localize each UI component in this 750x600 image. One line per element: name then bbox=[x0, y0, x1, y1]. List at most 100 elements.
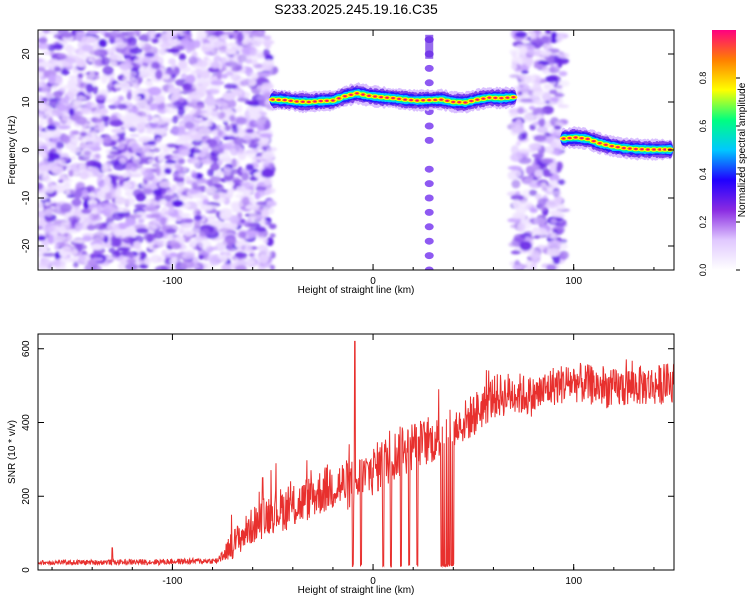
noise-blob bbox=[61, 176, 70, 182]
snr-ylabel: SNR (10 * v/v) bbox=[7, 420, 18, 484]
track-hot bbox=[313, 100, 317, 103]
signal-track-1 bbox=[268, 82, 518, 114]
noise-blob bbox=[256, 201, 268, 206]
track-hot bbox=[646, 148, 650, 151]
noise-blob bbox=[178, 32, 185, 37]
noise-blob bbox=[211, 107, 219, 117]
noise-blob bbox=[157, 104, 167, 114]
noise-blob bbox=[109, 120, 124, 127]
noise-blob bbox=[231, 89, 243, 96]
colorbar-tick-label: 0.6 bbox=[698, 120, 708, 133]
comb-dot bbox=[424, 252, 434, 260]
noise-blob bbox=[159, 199, 168, 205]
noise-blob bbox=[188, 238, 199, 245]
noise-blob bbox=[210, 80, 225, 86]
track-hot bbox=[295, 100, 299, 103]
noise-blob bbox=[258, 72, 272, 77]
noise-blob bbox=[109, 237, 120, 248]
noise-blob bbox=[60, 241, 66, 248]
noise-blob bbox=[258, 138, 266, 147]
noise-blob bbox=[38, 31, 43, 37]
noise-blob bbox=[72, 239, 86, 244]
noise-blob bbox=[245, 128, 255, 134]
noise-blob bbox=[550, 141, 558, 149]
noise-blob bbox=[165, 228, 177, 234]
noise-blob bbox=[108, 174, 121, 181]
spec-ytick-label: -20 bbox=[21, 238, 32, 253]
track-hot bbox=[574, 136, 578, 139]
noise-blob bbox=[194, 214, 203, 222]
noise-blob bbox=[125, 259, 137, 264]
noise-blob bbox=[118, 208, 131, 213]
noise-blob bbox=[83, 264, 92, 270]
noise-blob bbox=[125, 252, 135, 257]
noise-blob bbox=[182, 252, 196, 260]
noise-blob bbox=[86, 101, 92, 110]
noise-blob bbox=[553, 125, 562, 130]
track-hot bbox=[379, 96, 383, 99]
noise-blob bbox=[192, 104, 206, 110]
noise-blob bbox=[51, 165, 64, 175]
noise-blob bbox=[161, 73, 171, 80]
colorbar-tick-label: 0.2 bbox=[698, 216, 708, 229]
track-hot bbox=[451, 101, 455, 103]
noise-blob bbox=[530, 31, 536, 40]
noise-blob bbox=[210, 175, 222, 183]
noise-blob bbox=[556, 203, 566, 210]
noise-blob bbox=[143, 127, 158, 135]
noise-blob bbox=[127, 226, 135, 232]
noise-blob bbox=[532, 83, 542, 93]
track-hot bbox=[409, 99, 413, 101]
noise-blob bbox=[222, 238, 237, 247]
track-hot bbox=[580, 137, 584, 140]
noise-blob bbox=[180, 220, 188, 229]
noise-blob bbox=[227, 42, 238, 48]
snr-xtick-label: 100 bbox=[565, 576, 582, 587]
track-hot bbox=[604, 143, 608, 146]
noise-blob bbox=[68, 108, 75, 116]
noise-blob bbox=[244, 244, 253, 253]
noise-blob bbox=[533, 134, 547, 142]
noise-blob bbox=[81, 35, 93, 45]
noise-blob bbox=[227, 188, 234, 196]
noise-blob bbox=[38, 235, 47, 241]
track-hot bbox=[610, 145, 614, 148]
noise-blob bbox=[257, 262, 269, 268]
noise-blob bbox=[510, 145, 519, 155]
noise-blob bbox=[118, 95, 124, 102]
noise-blob bbox=[74, 222, 83, 232]
noise-blob bbox=[190, 193, 205, 199]
noise-blob bbox=[177, 158, 185, 165]
noise-blob bbox=[553, 147, 563, 156]
noise-blob bbox=[526, 265, 533, 270]
noise-blob bbox=[240, 218, 246, 224]
noise-blob bbox=[128, 116, 142, 124]
noise-blob bbox=[134, 100, 148, 108]
noise-blob bbox=[544, 69, 551, 76]
noise-blob bbox=[60, 85, 72, 90]
noise-blob bbox=[124, 196, 136, 207]
noise-blob bbox=[231, 46, 239, 51]
noise-blob bbox=[130, 77, 139, 88]
noise-blob bbox=[551, 190, 562, 197]
noise-blob bbox=[94, 222, 107, 231]
noise-blob bbox=[510, 250, 521, 255]
noise-blob bbox=[47, 97, 61, 102]
noise-blob bbox=[189, 92, 198, 99]
noise-blob bbox=[205, 46, 216, 52]
noise-blob bbox=[550, 218, 557, 225]
noise-blob bbox=[96, 103, 106, 108]
noise-blob bbox=[178, 53, 186, 62]
noise-blob bbox=[147, 140, 157, 146]
noise-blob bbox=[237, 104, 243, 114]
noise-blob bbox=[64, 141, 78, 150]
noise-blob bbox=[87, 123, 96, 127]
noise-blob bbox=[254, 226, 267, 233]
noise-blob bbox=[99, 107, 109, 116]
noise-blob bbox=[215, 241, 226, 252]
noise-blob bbox=[245, 205, 254, 209]
noise-blob bbox=[543, 83, 554, 92]
noise-blob bbox=[138, 34, 152, 42]
